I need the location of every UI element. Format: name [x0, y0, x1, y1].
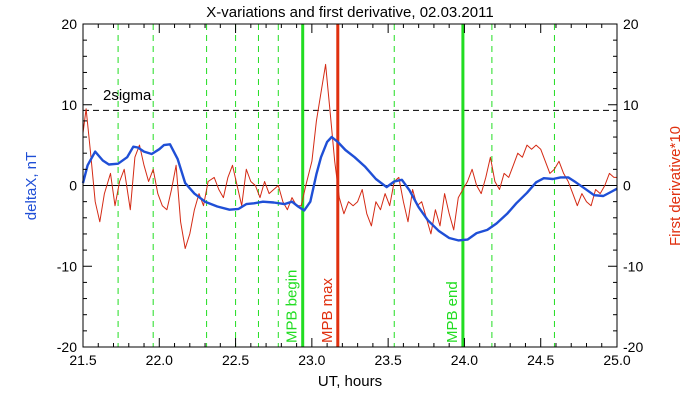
- series-layer: [81, 63, 618, 249]
- x-tick-label: 21.5: [69, 352, 96, 368]
- chart-title: X-variations and first derivative, 02.03…: [206, 4, 493, 21]
- y-tick-left-label: 0: [69, 178, 77, 194]
- y-axis-right-label: First derivative*10: [667, 126, 684, 246]
- x-axis-label: UT, hours: [318, 373, 382, 390]
- y-tick-right-label: -10: [623, 258, 643, 274]
- y-tick-right-label: 0: [623, 178, 631, 194]
- x-tick-label: 22.5: [222, 352, 249, 368]
- y-tick-left-label: 20: [61, 16, 77, 32]
- y-tick-left-label: 10: [61, 97, 77, 113]
- x-tick-label: 24.0: [451, 352, 478, 368]
- y-tick-right-label: 10: [623, 97, 639, 113]
- grid-layer: [83, 24, 617, 347]
- y-axis-left-label: deltaX, nT: [23, 152, 40, 220]
- x-tick-label: 23.5: [375, 352, 402, 368]
- series-deltax-line: [81, 135, 618, 242]
- y-tick-left-label: -10: [57, 258, 77, 274]
- labels-layer: 21.5 22.0 22.5 23.0 23.5 24.0 24.5 25.0-20-1001…: [57, 16, 644, 368]
- series-derivative-line: [82, 63, 617, 249]
- y-tick-right-label: 20: [623, 16, 639, 32]
- threshold-label: 2sigma: [103, 87, 152, 104]
- x-tick-label: 25.0: [603, 352, 630, 368]
- y-tick-right-label: -20: [623, 339, 643, 355]
- x-tick-label: 23.0: [298, 352, 325, 368]
- marker-label-mpb-begin: MPB begin: [284, 270, 301, 343]
- y-tick-left-label: -20: [57, 339, 77, 355]
- marker-label-mpb-end: MPB end: [444, 281, 461, 343]
- x-tick-label: 22.0: [146, 352, 173, 368]
- axes-layer: [82, 23, 618, 348]
- marker-label-mpb-max: MPB max: [319, 277, 336, 343]
- x-tick-label: 24.5: [527, 352, 554, 368]
